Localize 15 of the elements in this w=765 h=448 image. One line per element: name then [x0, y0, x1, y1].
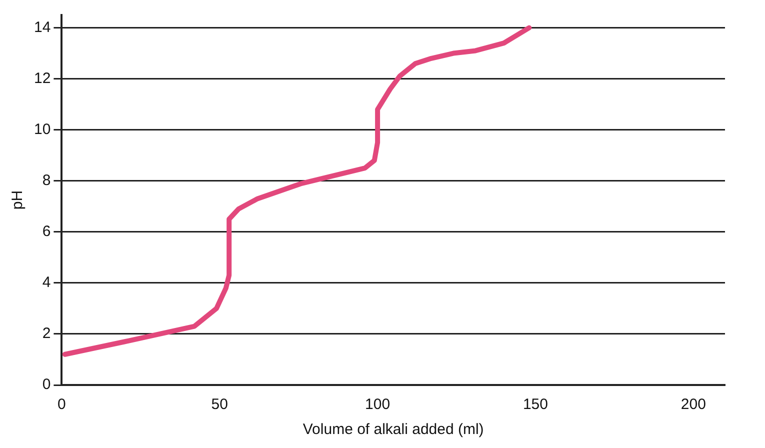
y-tick-label: 12 — [34, 70, 51, 87]
x-tick-label: 200 — [680, 396, 706, 414]
y-tick-label: 8 — [42, 172, 51, 190]
y-tick-label: 4 — [42, 274, 51, 292]
x-axis-title: Volume of alkali added (ml) — [302, 421, 484, 438]
x-tick-label: 0 — [58, 396, 66, 414]
y-tick-label: 0 — [42, 376, 51, 394]
x-tick-label: 50 — [211, 396, 228, 414]
x-tick-label: 150 — [522, 396, 548, 414]
y-tick-label: 2 — [42, 325, 51, 342]
y-axis-title: pH — [9, 190, 26, 210]
y-tick-label: 14 — [34, 18, 51, 36]
x-tick-label: 100 — [365, 396, 390, 414]
y-tick-label: 10 — [34, 120, 51, 138]
y-tick-label: 6 — [42, 223, 51, 240]
